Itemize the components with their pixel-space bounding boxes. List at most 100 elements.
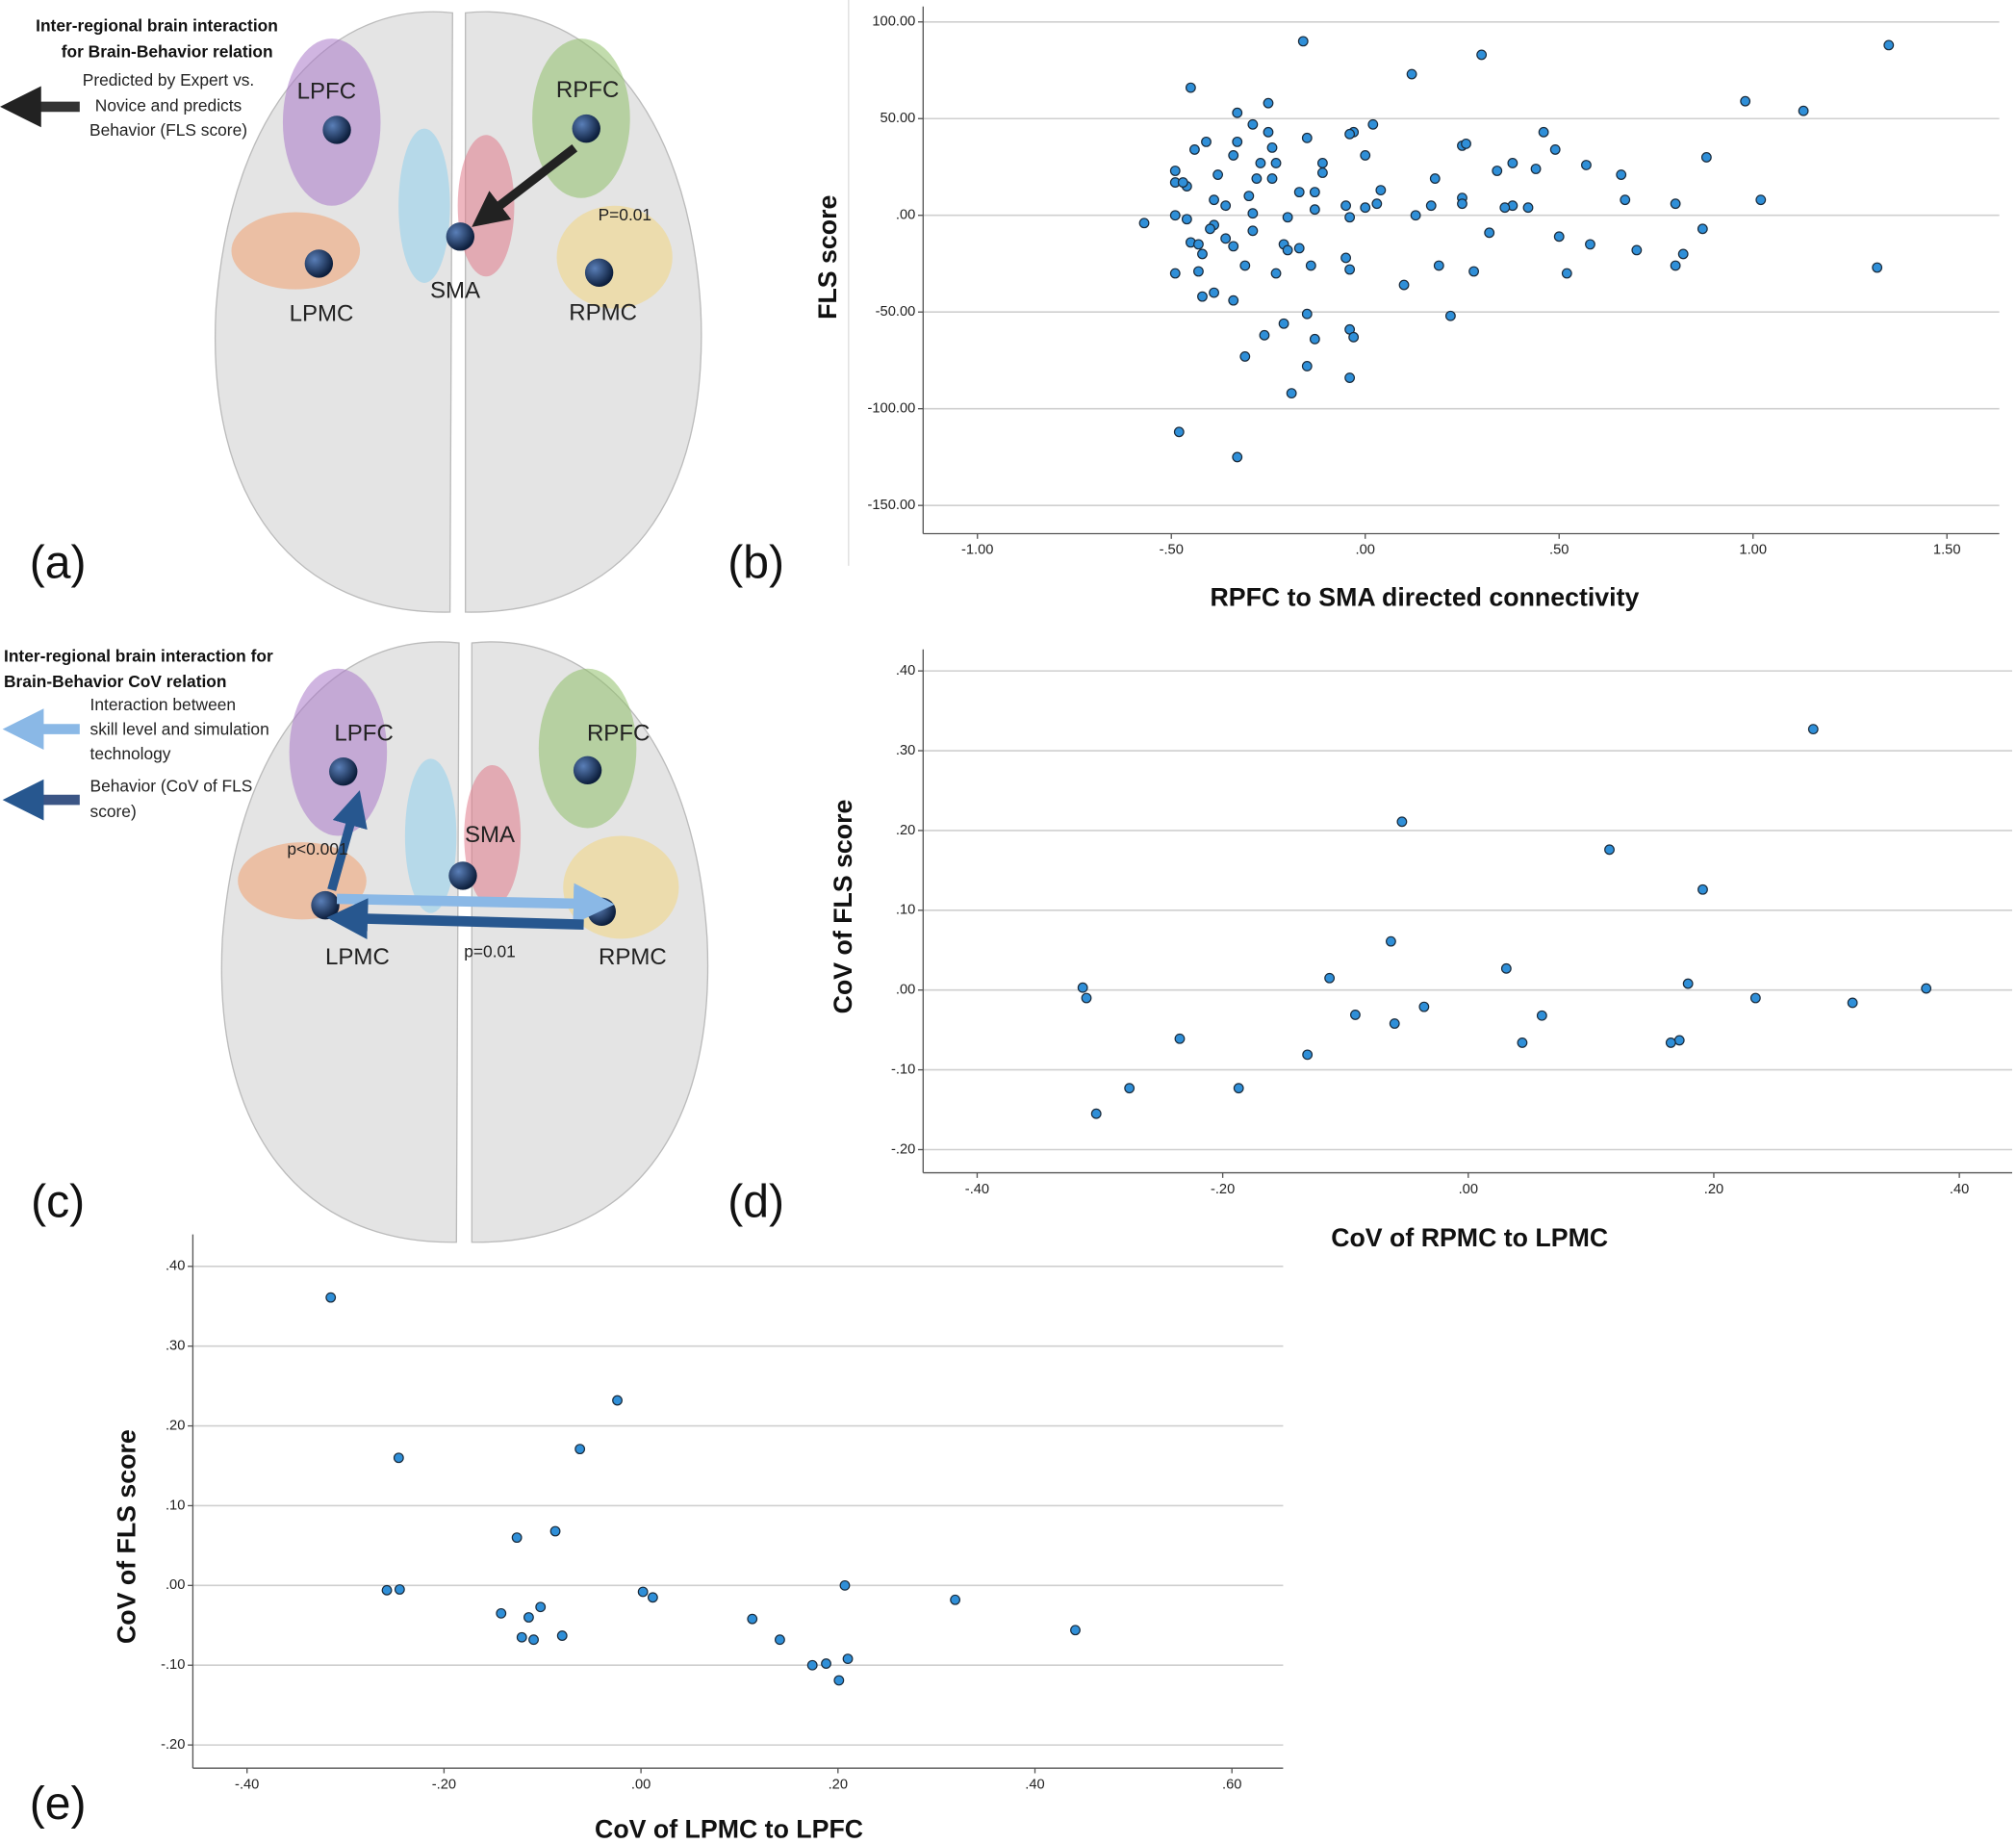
- point: [612, 1395, 623, 1406]
- point: [1232, 136, 1243, 147]
- point: [1173, 426, 1185, 438]
- point: [1425, 200, 1437, 212]
- point: [1371, 198, 1383, 210]
- point: [1228, 150, 1239, 161]
- x-tick-label: -.50: [1160, 543, 1184, 558]
- point: [1205, 223, 1215, 235]
- point: [1247, 208, 1259, 219]
- node: [448, 861, 477, 890]
- point: [1620, 194, 1631, 206]
- point: [950, 1594, 961, 1605]
- point: [1665, 1037, 1676, 1048]
- node-label: SMA: [430, 278, 480, 304]
- node: [311, 890, 340, 920]
- x-tick-label: 1.50: [1933, 543, 1961, 558]
- node: [573, 756, 602, 785]
- node: [329, 756, 358, 786]
- point: [1433, 260, 1444, 271]
- point: [1457, 198, 1467, 210]
- x-tick-label: .20: [829, 1777, 848, 1792]
- point: [1616, 169, 1627, 180]
- point: [516, 1631, 527, 1643]
- point: [747, 1613, 758, 1625]
- x-tick-label: .60: [1222, 1777, 1241, 1792]
- point: [1070, 1625, 1081, 1636]
- y-tick-label: -.10: [161, 1657, 185, 1673]
- y-tick-label: .10: [896, 903, 915, 918]
- point: [1305, 260, 1316, 271]
- arrow: [326, 898, 584, 939]
- legend-title: for Brain-Behavior relation: [62, 41, 273, 61]
- point: [1348, 331, 1360, 343]
- arrow: [327, 790, 368, 891]
- point: [1243, 191, 1255, 202]
- point: [1266, 141, 1278, 153]
- point: [1344, 264, 1356, 275]
- point: [833, 1675, 845, 1686]
- y-tick-label: .00: [896, 208, 915, 223]
- y-tick-label: .20: [896, 823, 915, 838]
- legend-text: technology: [90, 744, 171, 763]
- x-tick-label: -.40: [965, 1182, 989, 1197]
- y-tick-label: .40: [896, 663, 915, 679]
- node-label: LPFC: [297, 79, 356, 105]
- point: [1278, 318, 1289, 329]
- point: [1181, 214, 1192, 225]
- panel-label: (b): [727, 537, 784, 589]
- point: [1169, 166, 1181, 176]
- point: [1375, 185, 1387, 196]
- x-tick-label: .00: [1459, 1182, 1478, 1197]
- point: [1209, 194, 1219, 206]
- point: [1755, 194, 1767, 206]
- x-axis-label: CoV of RPMC to LPMC: [1331, 1223, 1608, 1252]
- point: [1389, 1018, 1400, 1029]
- hemisphere: [464, 11, 702, 613]
- point: [1418, 1001, 1430, 1012]
- point: [1316, 158, 1328, 168]
- point: [1239, 351, 1251, 362]
- p-value: P=0.01: [599, 205, 652, 224]
- x-tick-label: .20: [1704, 1182, 1723, 1197]
- point: [1530, 164, 1542, 174]
- y-axis-label: FLS score: [813, 195, 842, 320]
- x-tick-label: -.20: [1211, 1182, 1235, 1197]
- node: [584, 258, 614, 287]
- legend-text: Novice and predicts: [95, 95, 242, 115]
- point: [1807, 724, 1819, 735]
- point: [1239, 260, 1251, 271]
- point: [637, 1586, 649, 1598]
- point: [1293, 243, 1305, 254]
- point: [1500, 962, 1512, 974]
- point: [1220, 200, 1232, 212]
- legend-text: Behavior (CoV of FLS: [90, 776, 253, 795]
- hemisphere: [214, 11, 453, 613]
- point: [1631, 244, 1643, 256]
- point: [1749, 992, 1761, 1004]
- point: [549, 1525, 561, 1537]
- point: [1406, 68, 1417, 80]
- x-tick-label: .40: [1950, 1182, 1969, 1197]
- legend-text: skill level and simulation: [90, 719, 269, 738]
- hemisphere: [220, 641, 460, 1243]
- point: [1090, 1108, 1102, 1119]
- point: [1189, 143, 1200, 155]
- point: [1561, 268, 1572, 279]
- point: [1301, 361, 1313, 371]
- brain-region: [289, 668, 388, 836]
- point: [1798, 105, 1809, 116]
- point: [1921, 983, 1932, 994]
- point: [1538, 126, 1549, 138]
- legend-text: Interaction between: [90, 695, 237, 714]
- point: [1410, 210, 1421, 221]
- point: [1360, 150, 1371, 161]
- node-label: LPFC: [334, 720, 393, 746]
- point: [1677, 248, 1689, 260]
- point: [1697, 223, 1708, 235]
- point: [393, 1452, 404, 1464]
- panel-label: (d): [727, 1176, 784, 1228]
- y-tick-label: .40: [166, 1259, 185, 1274]
- x-tick-label: -.20: [432, 1777, 456, 1792]
- point: [1228, 295, 1239, 306]
- x-tick-label: .50: [1549, 543, 1569, 558]
